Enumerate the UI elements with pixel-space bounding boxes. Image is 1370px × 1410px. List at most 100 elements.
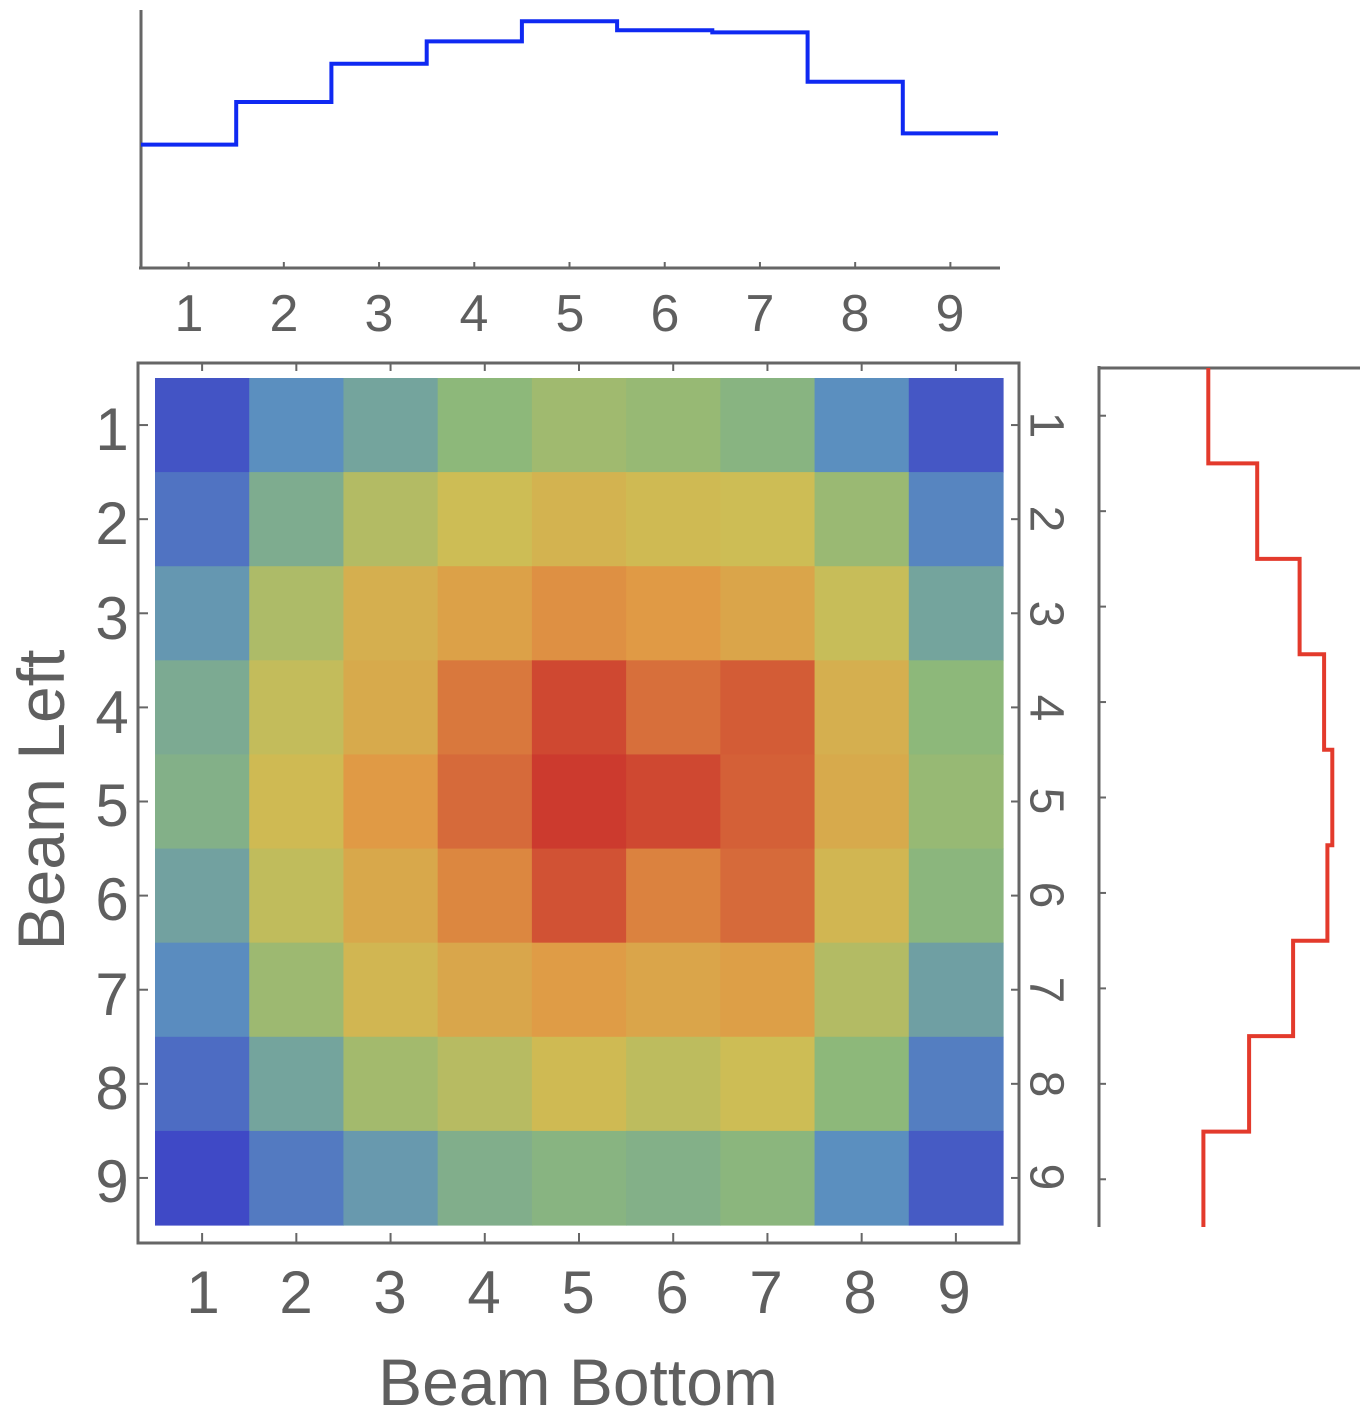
top-x-tick-label: 5 bbox=[556, 285, 585, 343]
heatmap-cell bbox=[814, 754, 910, 850]
heatmap-cell bbox=[437, 378, 533, 473]
top-x-tick-label: 4 bbox=[460, 285, 489, 343]
x-axis-title: Beam Bottom bbox=[378, 1345, 778, 1410]
heatmap-x-tick-label: 1 bbox=[186, 1259, 219, 1326]
heatmap-cell bbox=[814, 378, 910, 473]
heatmap-x-tick-label: 7 bbox=[749, 1259, 782, 1326]
heatmap-ticks bbox=[138, 363, 1019, 1243]
heatmap-cell bbox=[437, 848, 533, 944]
heatmap-y-tick-label: 7 bbox=[95, 961, 128, 1028]
heatmap-cell bbox=[531, 1036, 627, 1132]
heatmap-x-tick-label: 4 bbox=[467, 1259, 500, 1326]
heatmap-cell bbox=[814, 660, 910, 756]
heatmap-y-tick-label: 1 bbox=[95, 396, 128, 463]
heatmap-cell bbox=[531, 754, 627, 850]
heatmap-cell bbox=[343, 1036, 439, 1132]
heatmap-cell bbox=[249, 472, 345, 567]
heatmap-right-tick-label: 6 bbox=[1020, 882, 1073, 909]
heatmap-x-tick-label: 9 bbox=[937, 1259, 970, 1326]
right-histogram-ticks bbox=[1099, 414, 1106, 1181]
heatmap-cell bbox=[626, 660, 721, 756]
heatmap-cell bbox=[249, 1036, 345, 1132]
heatmap-cell bbox=[908, 1036, 1004, 1132]
heatmap-cell bbox=[531, 942, 627, 1038]
heatmap-x-tick-label: 8 bbox=[843, 1259, 876, 1326]
heatmap-cell bbox=[437, 1130, 533, 1226]
heatmap-right-tick-labels: 1 2 3 4 5 6 7 8 9 bbox=[1020, 412, 1073, 1191]
heatmap-cell bbox=[908, 660, 1004, 756]
heatmap-cell bbox=[626, 942, 721, 1038]
top-x-tick-label: 8 bbox=[841, 285, 870, 343]
heatmap-cell bbox=[249, 566, 345, 661]
heatmap-cell bbox=[908, 942, 1004, 1038]
heatmap-cell bbox=[720, 566, 816, 661]
heatmap-x-tick-label: 5 bbox=[561, 1259, 594, 1326]
heatmap-cell bbox=[531, 848, 627, 944]
heatmap-right-tick-label: 2 bbox=[1020, 506, 1073, 533]
heatmap-cell bbox=[343, 848, 439, 944]
heatmap-cell bbox=[249, 1130, 345, 1226]
heatmap-cell bbox=[814, 1036, 910, 1132]
heatmap-cell bbox=[720, 1036, 816, 1132]
top-x-tick-label: 3 bbox=[365, 285, 394, 343]
heatmap-cell bbox=[155, 378, 250, 473]
heatmap-y-tick-label: 6 bbox=[95, 866, 128, 933]
heatmap-y-tick-label: 5 bbox=[95, 772, 128, 839]
heatmap-cell bbox=[155, 754, 250, 850]
right-histogram bbox=[1097, 366, 1360, 1227]
heatmap-right-tick-label: 7 bbox=[1020, 977, 1073, 1004]
heatmap-x-tick-label: 6 bbox=[655, 1259, 688, 1326]
heatmap-right-tick-label: 1 bbox=[1020, 412, 1073, 439]
right-histogram-series-line bbox=[1201, 368, 1335, 1227]
heatmap-cell bbox=[720, 472, 816, 567]
heatmap-cell bbox=[155, 566, 250, 661]
heatmap-cell bbox=[908, 1130, 1004, 1226]
heatmap-cell bbox=[437, 472, 533, 567]
heatmap-cell bbox=[343, 378, 439, 473]
heatmap-right-tick-label: 4 bbox=[1020, 695, 1073, 722]
top-histogram-series-line bbox=[141, 19, 998, 147]
heatmap-cell bbox=[814, 942, 910, 1038]
heatmap-x-tick-label: 2 bbox=[279, 1259, 312, 1326]
heatmap-cells bbox=[155, 378, 1004, 1226]
heatmap-cell bbox=[626, 754, 721, 850]
heatmap-cell bbox=[437, 754, 533, 850]
heatmap-cell bbox=[155, 1036, 250, 1132]
heatmap-y-tick-label: 3 bbox=[95, 585, 128, 652]
heatmap-cell bbox=[155, 848, 250, 944]
heatmap-cell bbox=[720, 1130, 816, 1226]
heatmap-cell bbox=[155, 660, 250, 756]
heatmap-cell bbox=[626, 1130, 721, 1226]
heatmap-cell bbox=[626, 566, 721, 661]
heatmap-cell bbox=[437, 1036, 533, 1132]
heatmap-cell bbox=[343, 754, 439, 850]
heatmap-cell bbox=[531, 566, 627, 661]
top-x-tick-label: 2 bbox=[270, 285, 299, 343]
heatmap-cell bbox=[155, 942, 250, 1038]
heatmap-right-tick-label: 8 bbox=[1020, 1071, 1073, 1098]
heatmap-cell bbox=[814, 848, 910, 944]
heatmap-cell bbox=[908, 378, 1004, 473]
heatmap-cell bbox=[908, 472, 1004, 567]
heatmap-cell bbox=[531, 472, 627, 567]
heatmap-cell bbox=[720, 660, 816, 756]
heatmap-cell bbox=[626, 1036, 721, 1132]
heatmap-cell bbox=[626, 378, 721, 473]
heatmap-cell bbox=[531, 660, 627, 756]
top-x-tick-label: 9 bbox=[936, 285, 965, 343]
heatmap-cell bbox=[626, 472, 721, 567]
heatmap-cell bbox=[720, 754, 816, 850]
top-x-tick-label: 7 bbox=[746, 285, 775, 343]
heatmap-cell bbox=[720, 848, 816, 944]
heatmap-cell bbox=[343, 1130, 439, 1226]
heatmap-cell bbox=[249, 378, 345, 473]
heatmap-right-tick-label: 5 bbox=[1020, 788, 1073, 815]
y-axis-title: Beam Left bbox=[4, 650, 78, 951]
heatmap-y-tick-label: 4 bbox=[95, 679, 128, 746]
heatmap-cell bbox=[249, 754, 345, 850]
heatmap-cell bbox=[720, 378, 816, 473]
heatmap-cell bbox=[437, 660, 533, 756]
heatmap-x-tick-label: 3 bbox=[373, 1259, 406, 1326]
heatmap-y-tick-label: 2 bbox=[95, 490, 128, 557]
